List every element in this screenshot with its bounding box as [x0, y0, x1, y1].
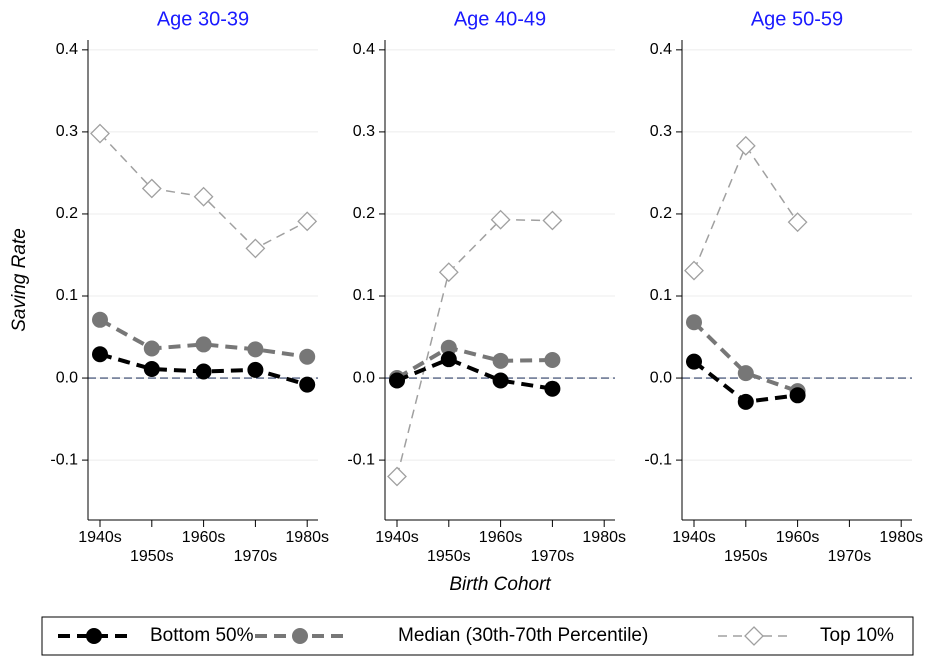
y-tick-label: 0.2: [353, 205, 375, 222]
y-tick-label: 0.4: [353, 41, 375, 58]
legend-label: Top 10%: [820, 625, 894, 646]
marker: [387, 466, 407, 487]
x-tick-label: 1950s: [427, 548, 471, 565]
y-tick-label: 0.0: [353, 369, 375, 386]
marker: [737, 365, 754, 382]
panel-title: Age 50-59: [751, 8, 843, 30]
marker: [686, 353, 702, 370]
marker: [247, 361, 264, 378]
marker: [299, 348, 316, 365]
y-tick-label: -0.1: [347, 451, 375, 468]
marker: [195, 336, 212, 353]
marker: [542, 210, 563, 231]
x-tick-label: 1950s: [130, 548, 174, 565]
x-tick-label: 1950s: [724, 548, 768, 565]
marker: [92, 346, 108, 363]
x-tick-label: 1970s: [234, 548, 278, 565]
marker: [92, 311, 108, 328]
legend-marker: [292, 628, 308, 644]
marker: [299, 376, 316, 393]
marker: [245, 238, 266, 259]
y-tick-label: 0.3: [353, 123, 375, 140]
marker: [389, 372, 405, 389]
marker: [735, 135, 756, 156]
marker: [737, 393, 754, 410]
x-tick-label: 1960s: [776, 529, 820, 546]
x-tick-label: 1980s: [879, 529, 923, 546]
marker: [544, 380, 561, 397]
y-tick-label: 0.1: [353, 287, 375, 304]
marker: [143, 361, 160, 378]
x-tick-label: 1960s: [182, 529, 226, 546]
x-tick-label: 1940s: [78, 529, 122, 546]
y-tick-label: 0.3: [650, 123, 672, 140]
legend-marker: [86, 628, 102, 644]
marker: [438, 262, 459, 283]
x-tick-label: 1980s: [582, 529, 626, 546]
marker: [492, 352, 509, 369]
legend-label: Bottom 50%: [150, 625, 254, 646]
marker: [90, 123, 110, 144]
x-tick-label: 1970s: [828, 548, 872, 565]
x-tick-label: 1940s: [672, 529, 716, 546]
series-line: [693, 144, 799, 271]
marker: [789, 387, 806, 404]
y-axis-label: Saving Rate: [9, 228, 30, 332]
marker: [143, 340, 160, 357]
x-tick-label: 1970s: [531, 548, 575, 565]
marker: [440, 351, 457, 368]
y-tick-label: 0.3: [56, 123, 78, 140]
y-tick-label: 0.0: [650, 369, 672, 386]
y-tick-label: 0.1: [56, 287, 78, 304]
y-tick-label: 0.4: [56, 41, 78, 58]
y-tick-label: -0.1: [50, 451, 78, 468]
x-tick-label: 1980s: [285, 529, 329, 546]
marker: [195, 363, 212, 380]
y-tick-label: 0.2: [56, 205, 78, 222]
panel-title: Age 40-49: [454, 8, 546, 30]
series-line: [395, 345, 553, 380]
marker: [297, 211, 318, 232]
series-line: [396, 218, 553, 477]
y-tick-label: -0.1: [644, 451, 672, 468]
y-tick-label: 0.2: [650, 205, 672, 222]
legend-label: Median (30th-70th Percentile): [398, 625, 648, 646]
marker: [492, 372, 509, 389]
marker: [141, 178, 162, 199]
y-tick-label: 0.4: [650, 41, 672, 58]
y-tick-label: 0.0: [56, 369, 78, 386]
marker: [490, 209, 511, 230]
marker: [544, 352, 561, 368]
series-line: [692, 320, 799, 394]
marker: [787, 212, 808, 233]
series-line: [396, 357, 553, 391]
x-tick-label: 1960s: [479, 529, 523, 546]
y-tick-label: 0.1: [650, 287, 672, 304]
series-line: [99, 318, 308, 359]
legend-marker: [744, 626, 764, 646]
marker: [684, 260, 704, 281]
x-tick-label: 1940s: [375, 529, 419, 546]
marker: [686, 314, 702, 331]
panel-title: Age 30-39: [157, 8, 249, 30]
marker: [247, 341, 264, 358]
marker: [193, 186, 214, 207]
x-axis-label: Birth Cohort: [449, 574, 551, 595]
marker: [440, 339, 457, 356]
